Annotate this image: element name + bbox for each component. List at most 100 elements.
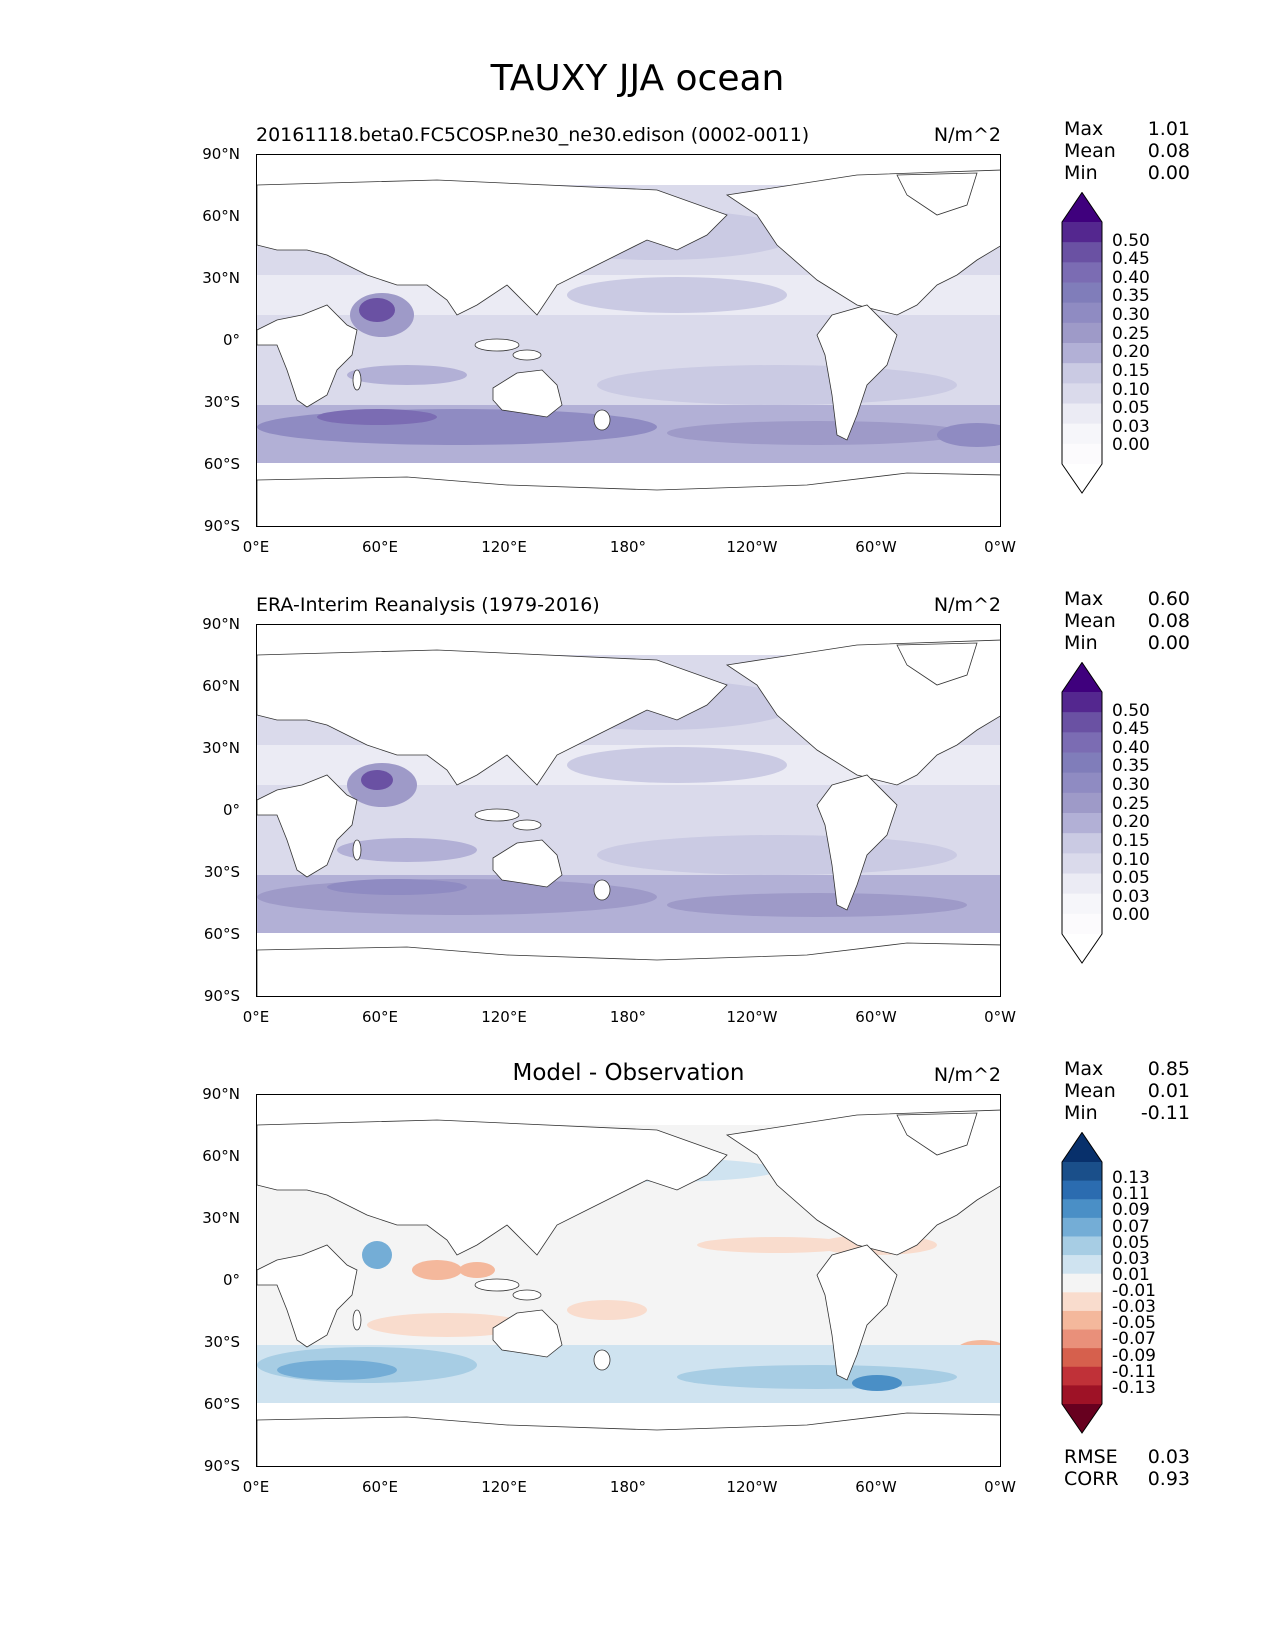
colorbar-extend-top (1062, 662, 1102, 692)
panel-1-map-svg (257, 155, 1000, 526)
colorbar-segment (1062, 282, 1102, 304)
colorbar-extend-top (1062, 192, 1102, 222)
panel-2-title: ERA-Interim Reanalysis (1979-2016) (256, 594, 600, 616)
colorbar-segment (1062, 1255, 1102, 1275)
colorbar-segment (1062, 913, 1102, 935)
panel-3-colorbar (1061, 1132, 1103, 1434)
colorbar-tick-label: 0.30 (1112, 305, 1150, 326)
colorbar-segment (1062, 363, 1102, 384)
panel-2-lon-tick: 60°W (855, 1008, 897, 1026)
colorbar-tick-label: 0.40 (1112, 267, 1150, 288)
panel-2-lat-tick: 30°N (202, 739, 240, 757)
panel-1-stat-label-min: Min (1064, 162, 1098, 184)
colorbar-tick-label: 0.03 (1112, 1248, 1150, 1269)
colorbar-tick-label: 0.15 (1112, 360, 1150, 381)
panel-3-lon-tick: 60°E (361, 1478, 399, 1496)
colorbar-outline (1061, 1132, 1103, 1434)
panel-1-lat-tick: 60°N (202, 207, 240, 225)
colorbar-extend-bottom (1062, 1404, 1102, 1433)
panel-3-stat-max: 0.85 (1147, 1058, 1190, 1080)
panel-3-stat-min: -0.11 (1140, 1102, 1190, 1124)
colorbar-extend-bottom (1062, 464, 1102, 493)
panel-1-lon-tick: 180° (609, 538, 647, 556)
panel-1-stat-mean: 0.08 (1147, 140, 1190, 162)
colorbar-extend-top (1062, 1132, 1102, 1162)
colorbar-tick-label: 0.07 (1112, 1216, 1150, 1237)
colorbar-segment (1062, 1292, 1102, 1312)
colorbar-tick-label: 0.10 (1112, 379, 1150, 400)
colorbar-segment (1062, 833, 1102, 854)
colorbar-segment (1062, 1310, 1102, 1331)
colorbar-tick-label: 0.20 (1112, 342, 1150, 363)
colorbar-segment (1062, 732, 1102, 753)
panel-2-lat-tick: 60°N (202, 677, 240, 695)
colorbar-tick-label: -0.07 (1112, 1329, 1156, 1350)
colorbar-tick-label: 0.05 (1112, 1232, 1150, 1253)
colorbar-segment (1062, 752, 1102, 774)
panel-1-lat-tick: 90°N (202, 145, 240, 163)
colorbar-segment (1062, 1236, 1102, 1256)
colorbar-segment (1062, 1348, 1102, 1368)
colorbar-tick-label: 0.01 (1112, 1264, 1150, 1285)
panel-2-lon-tick: 120°W (726, 1008, 778, 1026)
panel-3-title: Model - Observation (512, 1060, 745, 1086)
panel-3-lon-tick: 0°E (242, 1478, 270, 1496)
panel-1-lon-tick: 0°E (242, 538, 270, 556)
colorbar-segment (1062, 443, 1102, 465)
panel-2-stat-label-mean: Mean (1064, 610, 1116, 632)
colorbar-tick-label: -0.01 (1112, 1281, 1156, 1302)
colorbar-segment (1062, 1366, 1102, 1386)
panel-1-stat-max: 1.01 (1147, 118, 1190, 140)
colorbar-tick-label: 0.13 (1112, 1168, 1150, 1189)
panel-3-stat-label-mean: Mean (1064, 1080, 1116, 1102)
panel-3-lat-tick: 90°N (202, 1085, 240, 1103)
panel-3-stat-mean: 0.01 (1147, 1080, 1190, 1102)
panel-2-lon-tick: 180° (609, 1008, 647, 1026)
panel-1-lon-tick: 120°E (481, 538, 527, 556)
panel-1-lat-tick: 0° (222, 331, 240, 349)
panel-2-stat-label-min: Min (1064, 632, 1098, 654)
colorbar-segment (1062, 1385, 1102, 1405)
panel-3-lon-tick: 0°W (984, 1478, 1016, 1496)
corr-value: 0.93 (1147, 1468, 1190, 1490)
panel-2-units: N/m^2 (933, 594, 1001, 616)
colorbar-tick-label: 0.25 (1112, 793, 1150, 814)
colorbar-tick-label: -0.05 (1112, 1313, 1156, 1334)
colorbar-outline (1061, 662, 1103, 964)
colorbar-segment (1062, 242, 1102, 263)
colorbar-tick-label: -0.09 (1112, 1345, 1156, 1366)
colorbar-tick-label: 0.40 (1112, 737, 1150, 758)
panel-3-units: N/m^2 (933, 1064, 1001, 1086)
colorbar-tick-label: -0.11 (1112, 1361, 1156, 1382)
panel-2-lat-tick: 90°N (202, 615, 240, 633)
panel-2-colorbar (1061, 662, 1103, 964)
colorbar-tick-label: 0.25 (1112, 323, 1150, 344)
panel-2-stat-max: 0.60 (1147, 588, 1190, 610)
colorbar-segment (1062, 893, 1102, 915)
colorbar-segment (1062, 813, 1102, 834)
panel-3-lat-tick: 30°S (203, 1333, 240, 1351)
colorbar-tick-label: 0.30 (1112, 775, 1150, 796)
panel-3-lon-tick: 120°W (726, 1478, 778, 1496)
panel-2-lat-tick: 30°S (203, 863, 240, 881)
panel-1-lon-tick: 60°E (361, 538, 399, 556)
colorbar-segment (1062, 1180, 1102, 1200)
colorbar-tick-label: 0.00 (1112, 905, 1150, 926)
panel-1-stat-min: 0.00 (1147, 162, 1190, 184)
colorbar-segment (1062, 792, 1102, 814)
panel-1-lat-tick: 90°S (203, 517, 240, 535)
corr-label: CORR (1064, 1468, 1119, 1490)
colorbar-segment (1062, 1273, 1102, 1293)
colorbar-segment (1062, 712, 1102, 733)
colorbar-segment (1062, 343, 1102, 364)
panel-1-units: N/m^2 (933, 124, 1001, 146)
panel-3-stat-label-max: Max (1064, 1058, 1104, 1080)
colorbar-tick-label: 0.50 (1112, 230, 1150, 251)
panel-1-stat-label-max: Max (1064, 118, 1104, 140)
panel-3-lat-tick: 60°N (202, 1147, 240, 1165)
panel-2-map (256, 624, 1001, 997)
colorbar-tick-label: 0.35 (1112, 756, 1150, 777)
panel-2-stat-label-max: Max (1064, 588, 1104, 610)
panel-2-lon-tick: 60°E (361, 1008, 399, 1026)
colorbar-segment (1062, 873, 1102, 895)
